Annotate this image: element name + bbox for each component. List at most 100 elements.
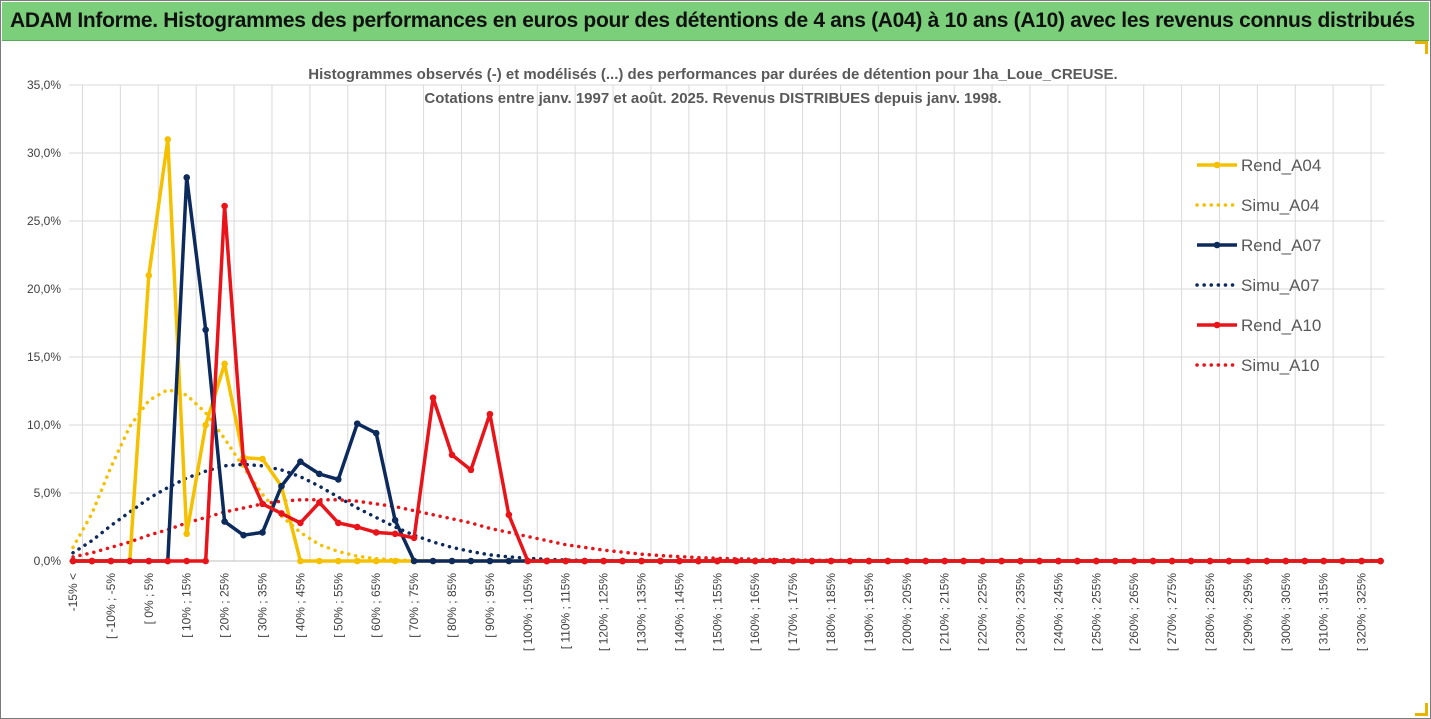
data-point [335, 476, 342, 483]
data-point [126, 557, 134, 565]
data-point [240, 531, 247, 539]
data-point [107, 557, 115, 565]
x-tick-label: [ 100% ; 105% [521, 573, 535, 651]
y-tick-label: 20,0% [27, 282, 61, 296]
report-title: ADAM Informe. Histogrammes des performan… [10, 9, 1415, 32]
x-tick-label: [ 130% ; 135% [635, 573, 649, 651]
data-point [695, 557, 702, 565]
x-tick-label: [ 270% ; 275% [1165, 573, 1179, 651]
x-tick-label: [ 150% ; 155% [710, 573, 724, 651]
x-tick-label: [ 90% ; 95% [483, 573, 497, 638]
x-tick-label: [ 320% ; 325% [1355, 573, 1369, 651]
data-point [183, 530, 190, 538]
data-point [676, 557, 683, 565]
corner-marker [1415, 703, 1428, 716]
grid-lines [69, 84, 1385, 562]
data-point [391, 530, 399, 538]
data-point [259, 500, 266, 508]
data-point [221, 202, 228, 210]
data-point [1263, 557, 1271, 565]
y-tick-label: 30,0% [27, 146, 61, 160]
data-point [410, 557, 418, 565]
data-point [1358, 557, 1365, 565]
data-point [69, 557, 77, 565]
data-point [1055, 557, 1062, 565]
data-point [372, 529, 380, 536]
series-line [73, 204, 1381, 563]
data-point [448, 557, 456, 565]
x-tick-label: [ 0% ; 5% [142, 573, 156, 625]
data-point [903, 557, 911, 565]
x-tick-label: [ 50% ; 55% [331, 573, 345, 638]
data-point [221, 360, 228, 368]
x-tick-label: [ 230% ; 235% [1014, 573, 1028, 651]
data-point [221, 518, 228, 525]
data-point [1377, 557, 1384, 565]
data-point [1339, 557, 1346, 565]
data-point [278, 510, 285, 517]
x-tick-label: [ 160% ; 165% [748, 573, 762, 651]
y-tick-label: 0,0% [34, 554, 62, 568]
x-tick-label: [ 250% ; 255% [1089, 573, 1103, 651]
data-point [316, 470, 323, 478]
x-tick-label: [ 300% ; 305% [1279, 573, 1293, 651]
data-point [1149, 557, 1157, 565]
legend: Rend_A04 Simu_A04 Rend_A07 Simu_A07 Rend_A10… [1195, 156, 1321, 375]
data-point [714, 557, 721, 565]
x-tick-label: [ 200% ; 205% [900, 573, 914, 651]
data-point [1244, 557, 1252, 565]
x-tick-label: [ 30% ; 35% [256, 573, 270, 638]
data-point [88, 557, 96, 565]
data-point [941, 557, 948, 565]
x-tick-label: [ 290% ; 295% [1241, 573, 1255, 651]
data-point [410, 534, 418, 542]
legend-label: Rend_A07 [1241, 236, 1321, 255]
data-point [145, 272, 153, 279]
series-Simu_A10 [71, 498, 1383, 563]
data-point [391, 557, 399, 565]
data-point [353, 420, 361, 427]
x-tick-label: [ 40% ; 45% [293, 573, 307, 638]
series-line-dotted [71, 498, 1383, 563]
legend-marker [1213, 161, 1221, 169]
data-point [164, 136, 172, 143]
x-tick-label: [ 220% ; 225% [976, 573, 990, 651]
data-point [789, 557, 797, 565]
data-point [751, 557, 759, 565]
data-point [998, 557, 1005, 565]
x-tick-label: [ 80% ; 85% [445, 573, 459, 638]
data-point [164, 557, 172, 565]
data-point [316, 499, 323, 506]
data-point [259, 455, 266, 463]
data-point [486, 557, 494, 565]
data-point [1111, 557, 1119, 565]
data-point [657, 557, 664, 565]
data-point [505, 511, 513, 519]
data-point [335, 519, 342, 527]
legend-label: Simu_A10 [1241, 356, 1319, 375]
x-tick-label: [ 210% ; 215% [938, 573, 952, 651]
data-point [297, 557, 304, 565]
data-point [240, 458, 247, 466]
data-point [1301, 557, 1309, 565]
data-point [202, 421, 209, 429]
data-point [960, 557, 967, 565]
data-point [524, 557, 532, 565]
x-tick-label: [ 280% ; 285% [1203, 573, 1217, 651]
data-point [486, 410, 494, 418]
data-point [202, 326, 209, 334]
x-tick-label: [ 260% ; 265% [1127, 573, 1141, 651]
legend-label: Simu_A04 [1241, 196, 1319, 215]
data-point [732, 557, 740, 565]
x-tick-label: [ 240% ; 245% [1051, 573, 1065, 651]
data-point [1206, 557, 1214, 565]
data-point [1168, 557, 1176, 565]
data-point [259, 529, 266, 536]
data-point [1017, 557, 1024, 565]
x-tick-label: [ 310% ; 315% [1317, 573, 1331, 651]
data-point [638, 557, 645, 565]
data-point [429, 394, 437, 402]
y-tick-label: 15,0% [27, 350, 61, 364]
